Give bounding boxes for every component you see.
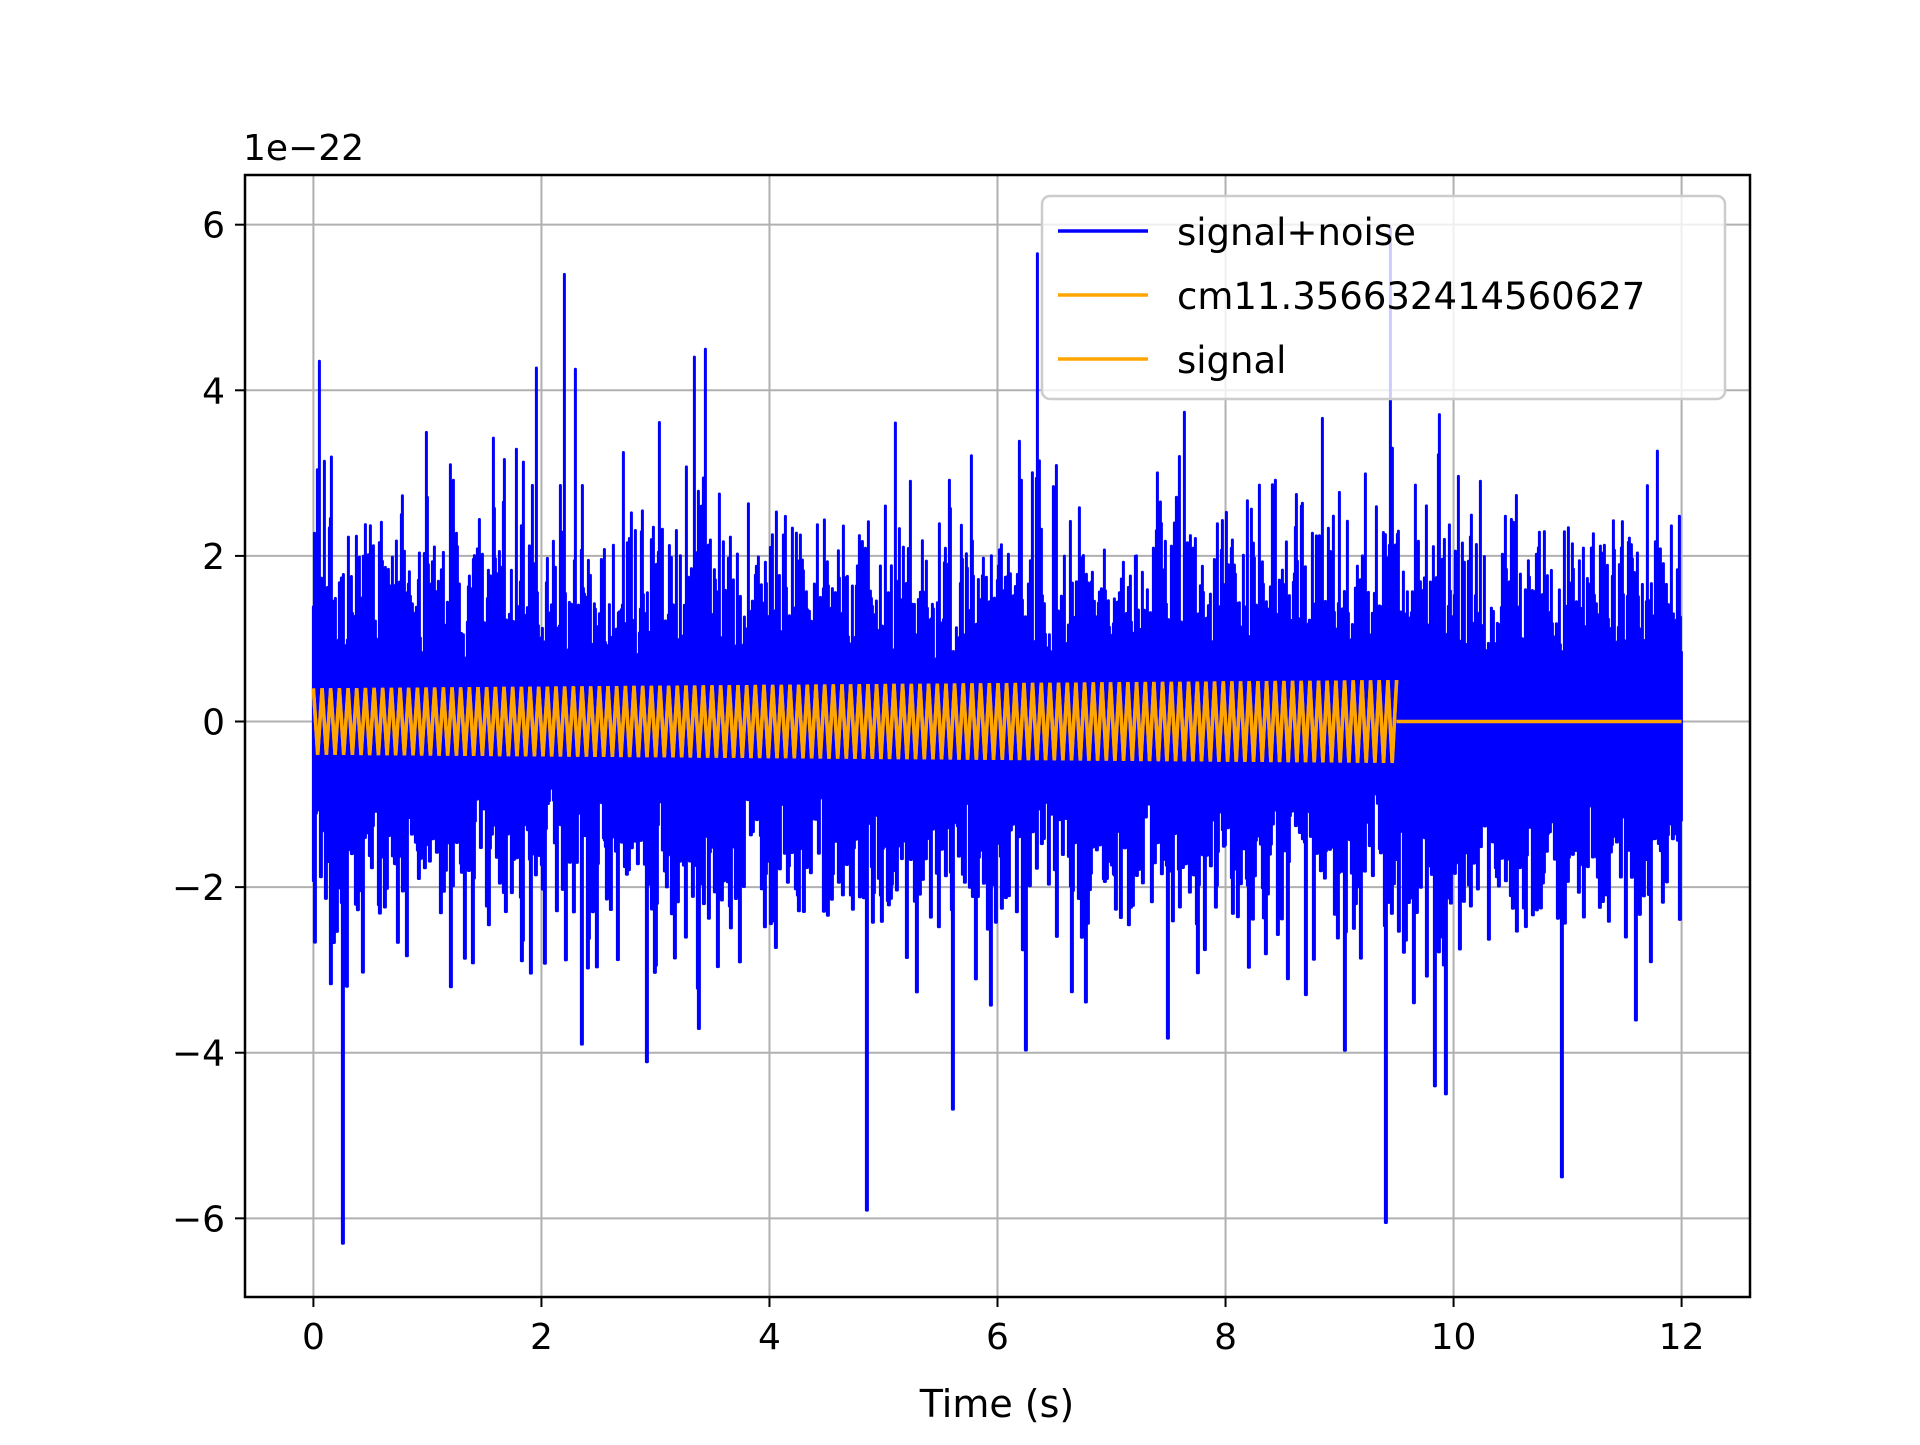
x-tick-label: 6 xyxy=(986,1317,1009,1358)
y-tick-label: 2 xyxy=(202,537,225,578)
y-tick-label: 6 xyxy=(202,206,225,247)
y-axis-offset-label: 1e−22 xyxy=(243,128,364,169)
x-tick-label: 8 xyxy=(1214,1317,1237,1358)
y-tick-label: 4 xyxy=(202,371,225,412)
legend: signal+noise cm11.356632414560627 signal xyxy=(1040,194,1727,401)
x-axis-label: Time (s) xyxy=(919,1382,1075,1426)
x-tick-label: 10 xyxy=(1431,1317,1477,1358)
x-tick-label: 0 xyxy=(302,1317,325,1358)
legend-label-signal-noise: signal+noise xyxy=(1177,211,1416,254)
legend-frame xyxy=(1040,194,1727,401)
y-tick-label: −2 xyxy=(172,868,225,909)
series-signal-oscillation xyxy=(311,680,1399,763)
y-tick-label: −4 xyxy=(172,1034,225,1075)
x-tick-label: 12 xyxy=(1659,1317,1705,1358)
x-tick-label: 4 xyxy=(758,1317,781,1358)
axis-ticks: 0 2 4 6 8 10 12 −6 −4 −2 0 2 4 6 xyxy=(172,206,1705,1358)
legend-label-cm: cm11.356632414560627 xyxy=(1177,275,1645,318)
x-tick-label: 2 xyxy=(530,1317,553,1358)
plot-area xyxy=(311,227,1683,1245)
legend-label-signal: signal xyxy=(1177,339,1286,382)
y-tick-label: −6 xyxy=(172,1199,225,1240)
y-tick-label: 0 xyxy=(202,703,225,744)
